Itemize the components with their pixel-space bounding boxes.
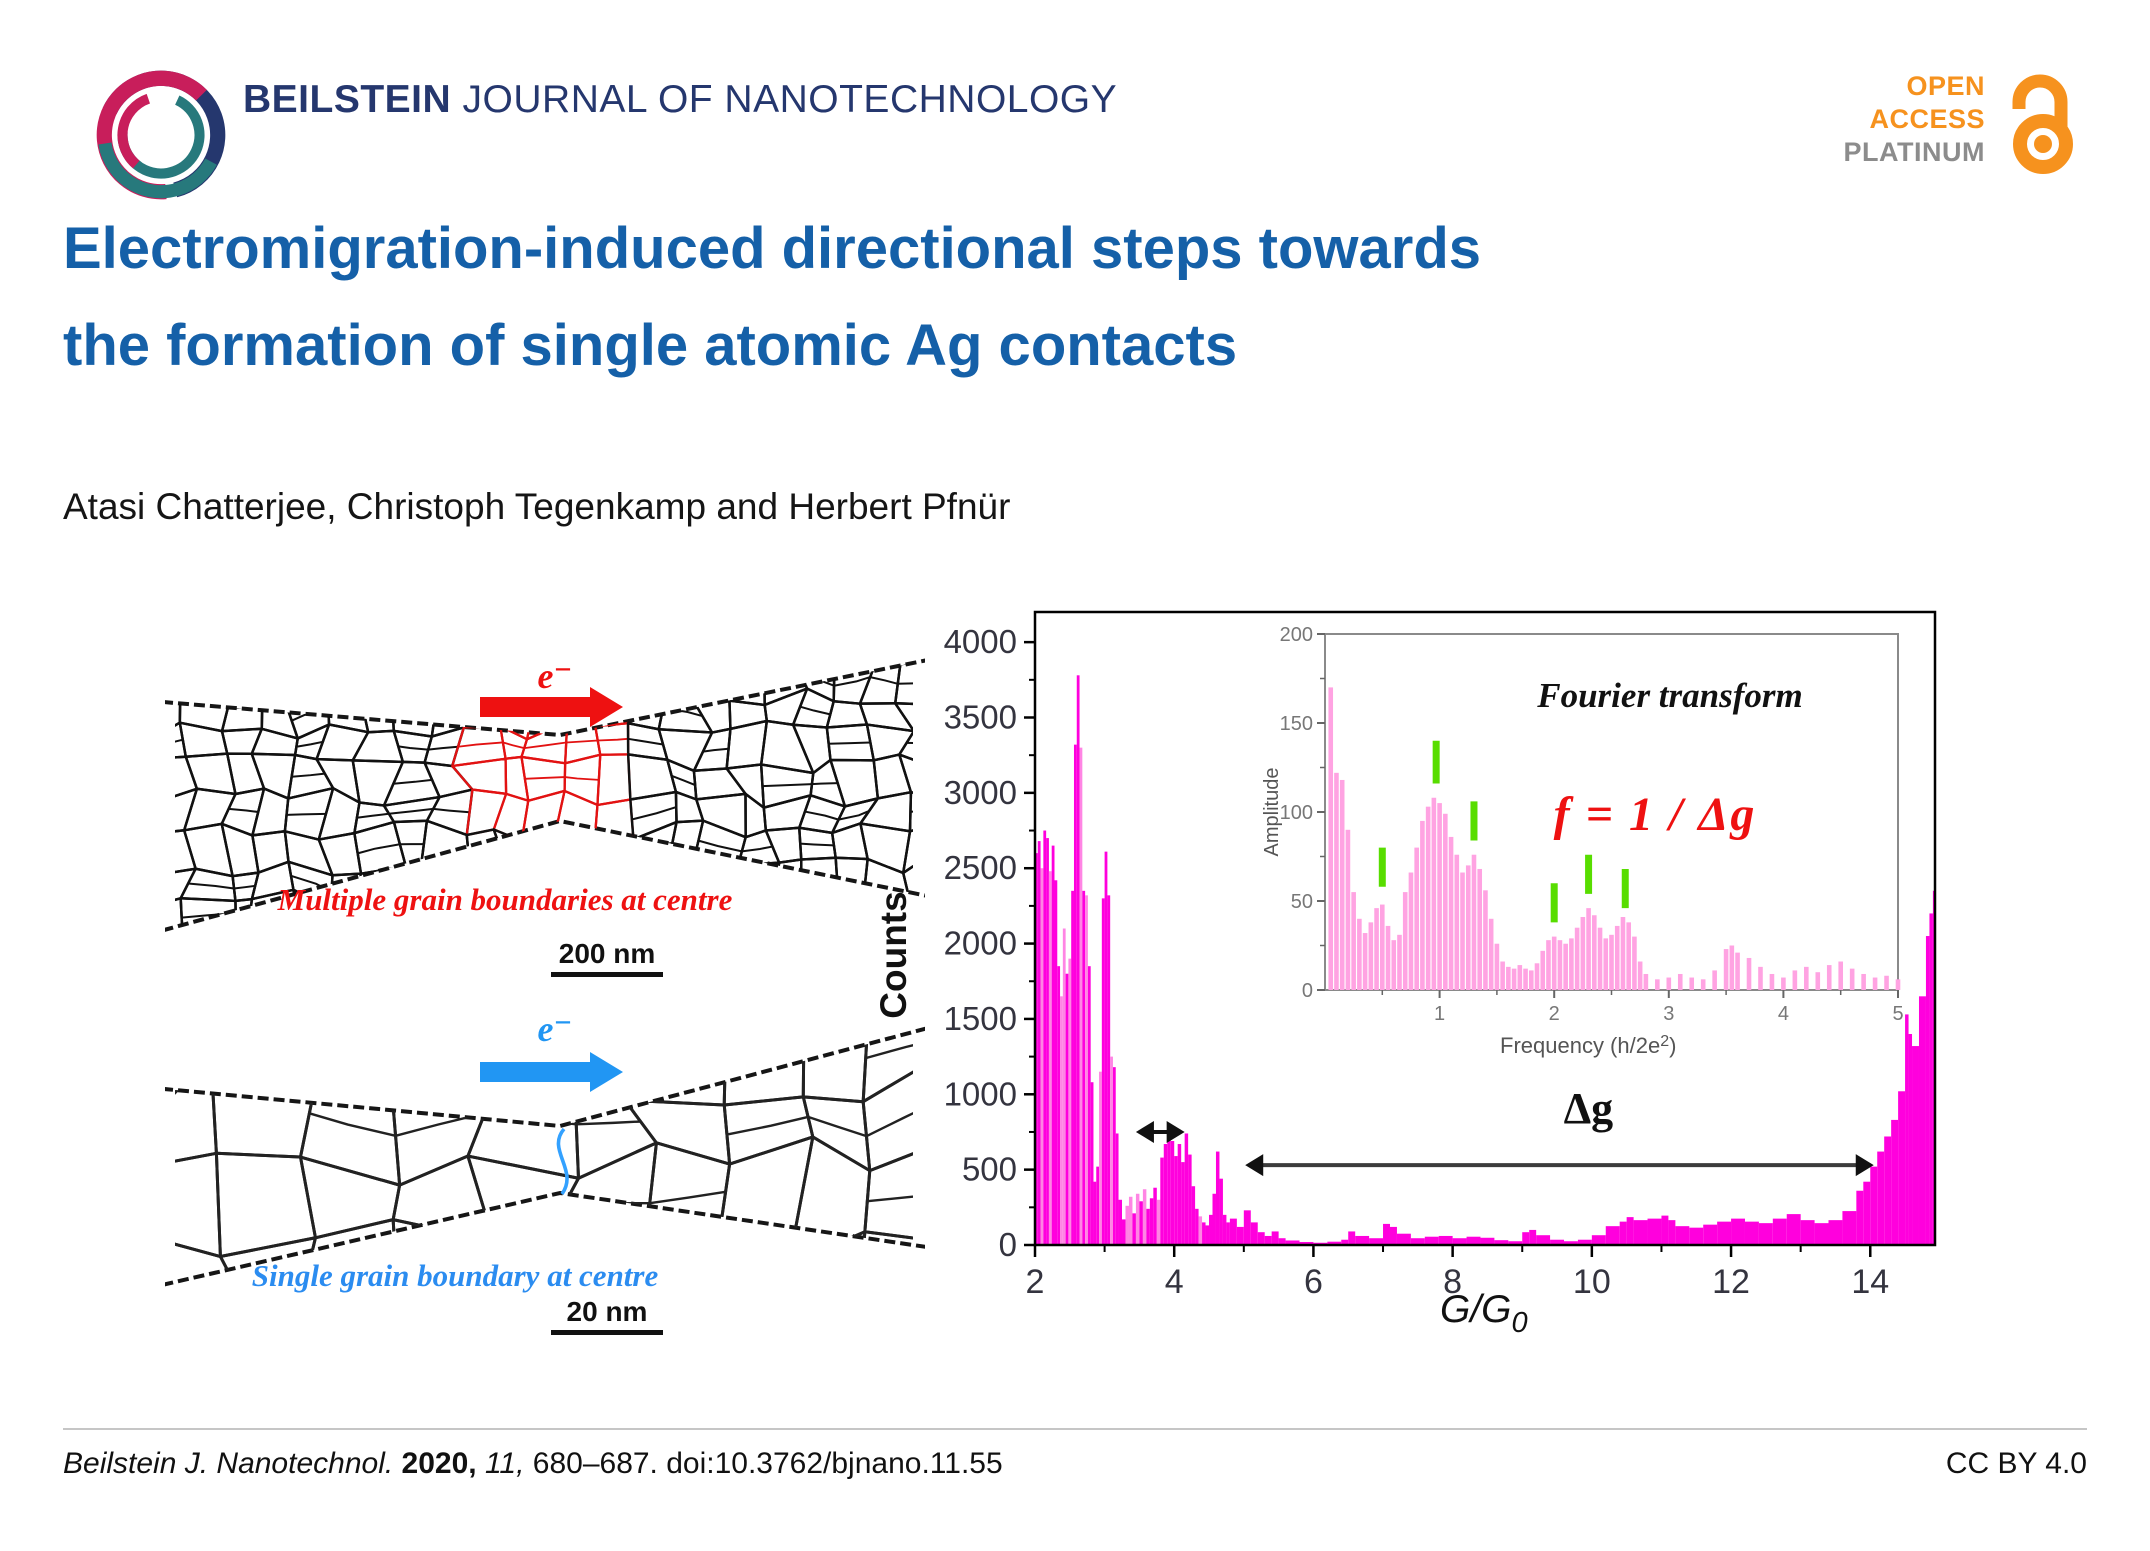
svg-text:2500: 2500 [944, 849, 1017, 886]
svg-text:0: 0 [999, 1226, 1017, 1263]
svg-text:Amplitude: Amplitude [1261, 768, 1283, 857]
scale-bar-20nm-line [551, 1330, 663, 1335]
svg-text:3000: 3000 [944, 774, 1017, 811]
svg-text:6: 6 [1304, 1263, 1323, 1301]
open-access-badge: OPEN ACCESS PLATINUM [1690, 70, 1985, 169]
svg-text:10: 10 [1573, 1263, 1611, 1301]
svg-text:8: 8 [1443, 1263, 1462, 1301]
svg-text:500: 500 [962, 1151, 1017, 1188]
badge-open: OPEN [1906, 71, 1985, 101]
scale-bar-200nm-line [551, 972, 663, 977]
svg-text:Fourier transform: Fourier transform [1536, 676, 1803, 715]
svg-text:100: 100 [1280, 802, 1313, 824]
svg-text:2: 2 [1549, 1003, 1560, 1025]
conductance-histogram-chart: 2 4 6 8 10 12 14050010001500200025003000350040… [880, 610, 1937, 1339]
badge-access: ACCESS [1869, 104, 1985, 134]
electron-flow-label-bottom: e⁻ [537, 1009, 573, 1049]
journal-name-rest: JOURNAL OF NANOTECHNOLOGY [451, 78, 1118, 121]
citation-pages-doi: 680–687. doi:10.3762/bjnano.11.55 [532, 1447, 1003, 1480]
journal-name-bold: BEILSTEIN [243, 78, 452, 121]
footer-rule [63, 1428, 2087, 1430]
svg-text:0: 0 [1302, 980, 1313, 1002]
svg-text:200: 200 [1280, 624, 1313, 646]
svg-text:14: 14 [1851, 1263, 1889, 1301]
authors: Atasi Chatterjee, Christoph Tegenkamp an… [63, 486, 1011, 527]
article-title-line2: the formation of single atomic Ag contac… [63, 313, 1238, 378]
svg-text:2: 2 [1026, 1263, 1045, 1301]
open-access-lock-icon [2012, 74, 2073, 174]
svg-text:3500: 3500 [944, 699, 1017, 736]
beilstein-logo-icon [96, 70, 226, 200]
svg-text:50: 50 [1291, 891, 1313, 913]
journal-name: BEILSTEIN JOURNAL OF NANOTECHNOLOGY [243, 78, 1117, 122]
svg-text:2000: 2000 [944, 925, 1017, 962]
article-title-line1: Electromigration-induced directional ste… [63, 216, 1482, 281]
article-title: Electromigration-induced directional ste… [63, 200, 1481, 394]
svg-text:G/G0: G/G0 [1440, 1288, 1528, 1339]
scale-bar-200nm-label: 200 nm [558, 938, 656, 969]
scale-bar-20nm-label: 20 nm [566, 1296, 648, 1327]
svg-text:4: 4 [1165, 1263, 1184, 1301]
badge-platinum: PLATINUM [1843, 137, 1985, 167]
citation-journal: Beilstein J. Nanotechnol. [63, 1447, 394, 1480]
svg-text:5: 5 [1892, 1003, 1903, 1025]
svg-text:1000: 1000 [944, 1075, 1017, 1112]
svg-text:4: 4 [1778, 1003, 1789, 1025]
caption-multiple-grain-boundaries: Multiple grain boundaries at centre [277, 882, 733, 917]
svg-text:f = 1 / Δg: f = 1 / Δg [1554, 788, 1757, 841]
citation-year: 2020, [393, 1447, 485, 1480]
svg-text:1: 1 [1434, 1003, 1445, 1025]
svg-text:Counts: Counts [880, 891, 914, 1018]
caption-single-grain-boundary: Single grain boundary at centre [251, 1258, 659, 1293]
svg-text:4000: 4000 [944, 623, 1017, 660]
svg-text:Frequency (h/2e2): Frequency (h/2e2) [1500, 1033, 1676, 1058]
svg-text:150: 150 [1280, 713, 1313, 735]
citation: Beilstein J. Nanotechnol. 2020, 11, 680–… [63, 1447, 1003, 1481]
single-grain-boundary-schematic [165, 1026, 925, 1287]
svg-text:3: 3 [1663, 1003, 1674, 1025]
scale-bar-200nm: 200 nm [551, 938, 663, 977]
electron-flow-label-top: e⁻ [537, 656, 573, 696]
scale-bar-20nm: 20 nm [551, 1296, 663, 1335]
citation-volume: 11, [484, 1447, 533, 1480]
svg-text:Δg: Δg [1564, 1084, 1614, 1133]
multiple-grain-boundaries-schematic [165, 658, 925, 932]
svg-text:1500: 1500 [944, 1000, 1017, 1037]
license-label: CC BY 4.0 [1945, 1447, 2087, 1480]
svg-text:12: 12 [1712, 1263, 1750, 1301]
